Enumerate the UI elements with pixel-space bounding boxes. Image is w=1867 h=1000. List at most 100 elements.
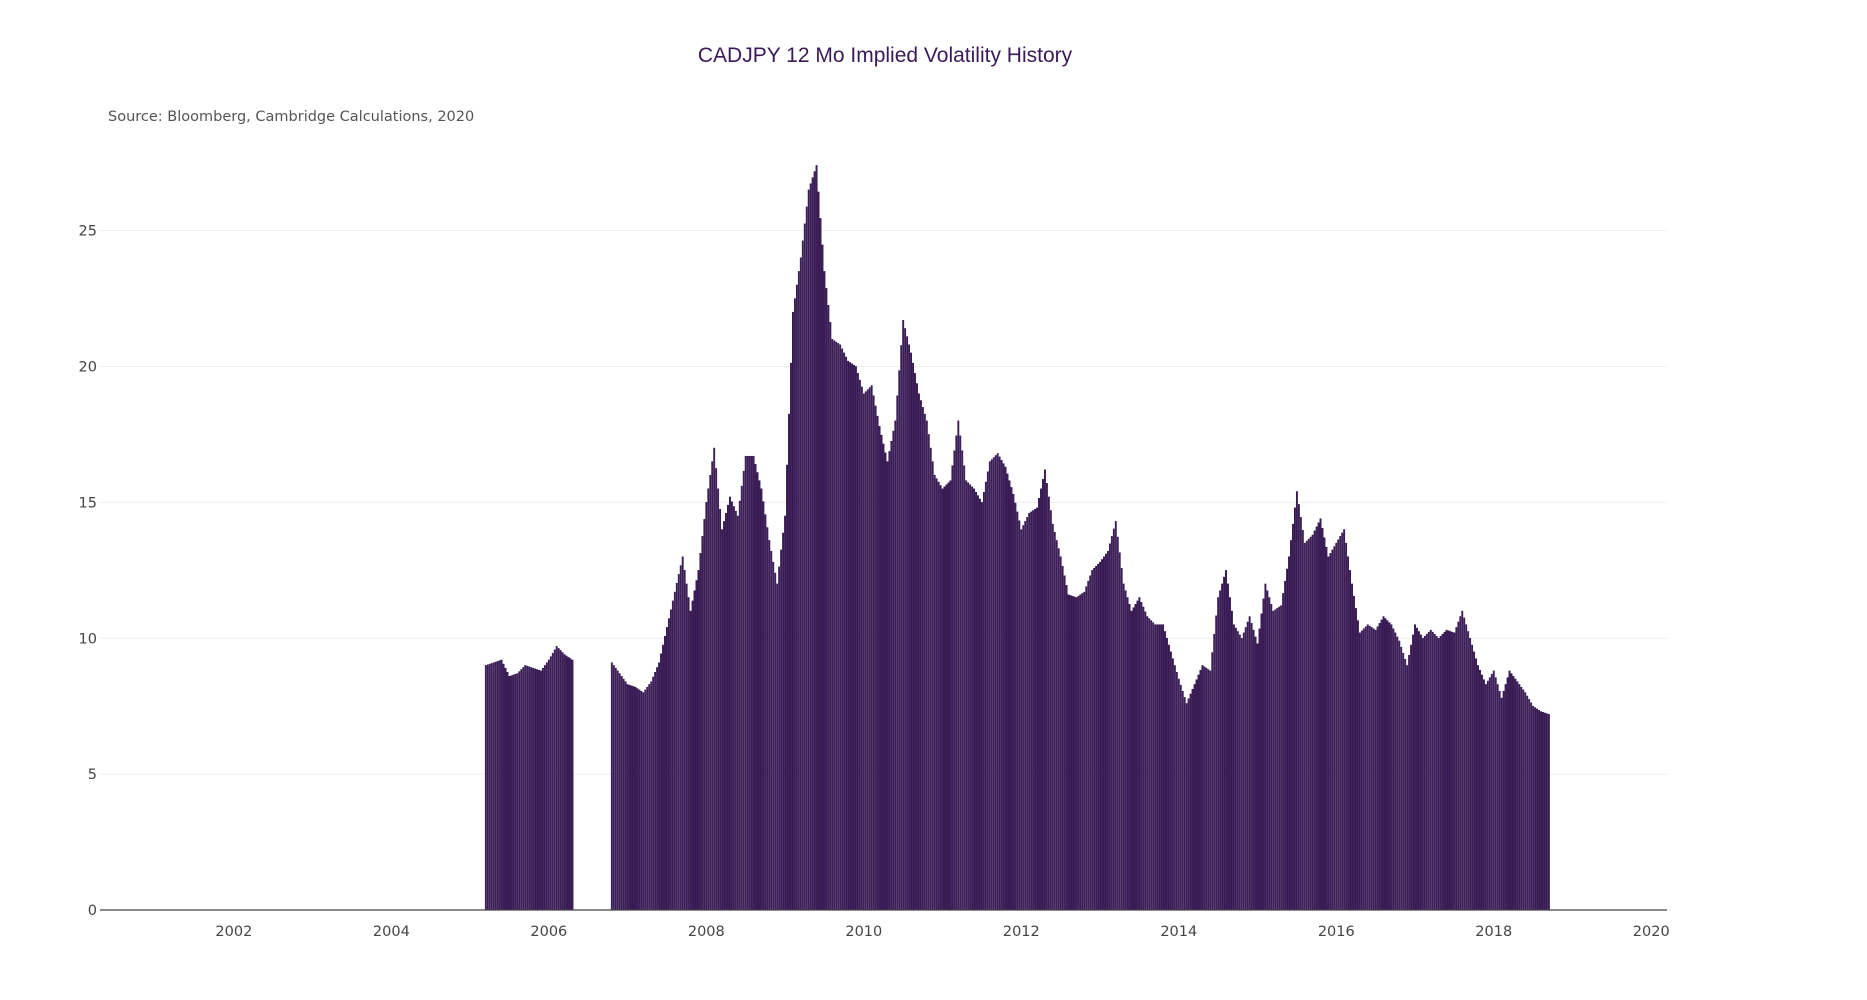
bar xyxy=(721,529,724,911)
bar xyxy=(1179,684,1182,911)
bar xyxy=(1276,608,1279,911)
bar xyxy=(1055,540,1058,911)
bar xyxy=(683,570,686,911)
bar xyxy=(1201,665,1204,911)
bar xyxy=(1144,611,1147,911)
bar xyxy=(518,671,521,911)
bar xyxy=(977,495,979,911)
bar xyxy=(943,486,946,911)
bar xyxy=(624,681,627,911)
bar xyxy=(677,574,680,911)
bar xyxy=(699,553,702,911)
bar xyxy=(841,348,844,911)
bar xyxy=(1526,695,1529,911)
bar xyxy=(1443,631,1446,911)
bar xyxy=(723,521,725,911)
bar xyxy=(1132,607,1135,911)
bar xyxy=(1380,619,1383,911)
bar xyxy=(1154,624,1157,911)
bar xyxy=(1536,708,1539,911)
bar xyxy=(1014,502,1017,911)
bar xyxy=(709,474,712,911)
bar xyxy=(1439,635,1442,911)
bar xyxy=(640,691,643,911)
bar xyxy=(520,669,523,911)
bar xyxy=(856,373,859,911)
bar xyxy=(538,669,540,911)
bar xyxy=(797,271,800,911)
x-tick-label: 2002 xyxy=(215,924,252,940)
bar xyxy=(1382,616,1385,911)
bar xyxy=(1355,608,1357,911)
bar xyxy=(811,177,814,911)
bar xyxy=(1175,671,1178,911)
bar xyxy=(553,649,556,911)
bar xyxy=(1152,622,1155,911)
bar xyxy=(1286,568,1288,911)
bar xyxy=(923,413,926,911)
bar xyxy=(902,320,905,911)
bar xyxy=(1118,552,1121,911)
bar xyxy=(1097,563,1100,911)
bar xyxy=(1181,691,1184,911)
bar xyxy=(792,311,794,911)
bar xyxy=(992,457,995,911)
bar xyxy=(864,391,867,911)
bar xyxy=(697,570,700,911)
bar xyxy=(843,352,846,911)
bar xyxy=(1492,670,1495,911)
bar xyxy=(516,673,519,911)
bar xyxy=(961,450,964,911)
bar xyxy=(675,582,678,911)
bar xyxy=(788,413,790,911)
bar xyxy=(807,189,810,911)
bar xyxy=(862,393,865,911)
bar xyxy=(642,692,645,911)
bar xyxy=(1225,570,1227,911)
bar xyxy=(957,420,960,911)
bar xyxy=(1358,632,1361,911)
bar xyxy=(1189,693,1192,911)
bar xyxy=(853,364,855,911)
bar xyxy=(1272,610,1275,911)
bar xyxy=(1065,585,1068,911)
bar xyxy=(648,684,651,911)
bar xyxy=(1114,521,1117,911)
bar xyxy=(1077,595,1080,911)
bar xyxy=(1396,636,1399,911)
bar xyxy=(1067,594,1070,911)
bar xyxy=(1038,498,1040,911)
bar xyxy=(671,600,674,911)
bar xyxy=(815,165,818,911)
bar xyxy=(1433,633,1436,911)
bar xyxy=(1282,593,1285,911)
bar xyxy=(1313,530,1316,911)
bar xyxy=(1447,630,1450,911)
bar xyxy=(1506,677,1509,911)
bar xyxy=(622,678,625,911)
bar xyxy=(1538,710,1540,911)
bar xyxy=(729,496,731,911)
bar xyxy=(543,665,546,911)
x-tick-label: 2004 xyxy=(373,924,410,940)
bar xyxy=(1414,624,1416,911)
y-tick-label: 10 xyxy=(79,631,97,647)
bar xyxy=(1315,526,1318,911)
bar xyxy=(1254,636,1257,911)
bar xyxy=(1333,546,1336,911)
bar xyxy=(620,676,623,911)
bar xyxy=(1042,479,1044,911)
bar xyxy=(1085,586,1088,911)
bar xyxy=(660,653,662,911)
bar xyxy=(1280,605,1283,911)
bar xyxy=(701,536,704,911)
bar xyxy=(770,551,773,911)
bar xyxy=(898,370,901,911)
bar xyxy=(878,426,881,911)
bar xyxy=(1353,595,1355,911)
bar xyxy=(1205,667,1208,911)
bar xyxy=(949,480,952,911)
bar xyxy=(1481,674,1483,911)
bar xyxy=(703,519,706,911)
bar xyxy=(821,244,824,911)
